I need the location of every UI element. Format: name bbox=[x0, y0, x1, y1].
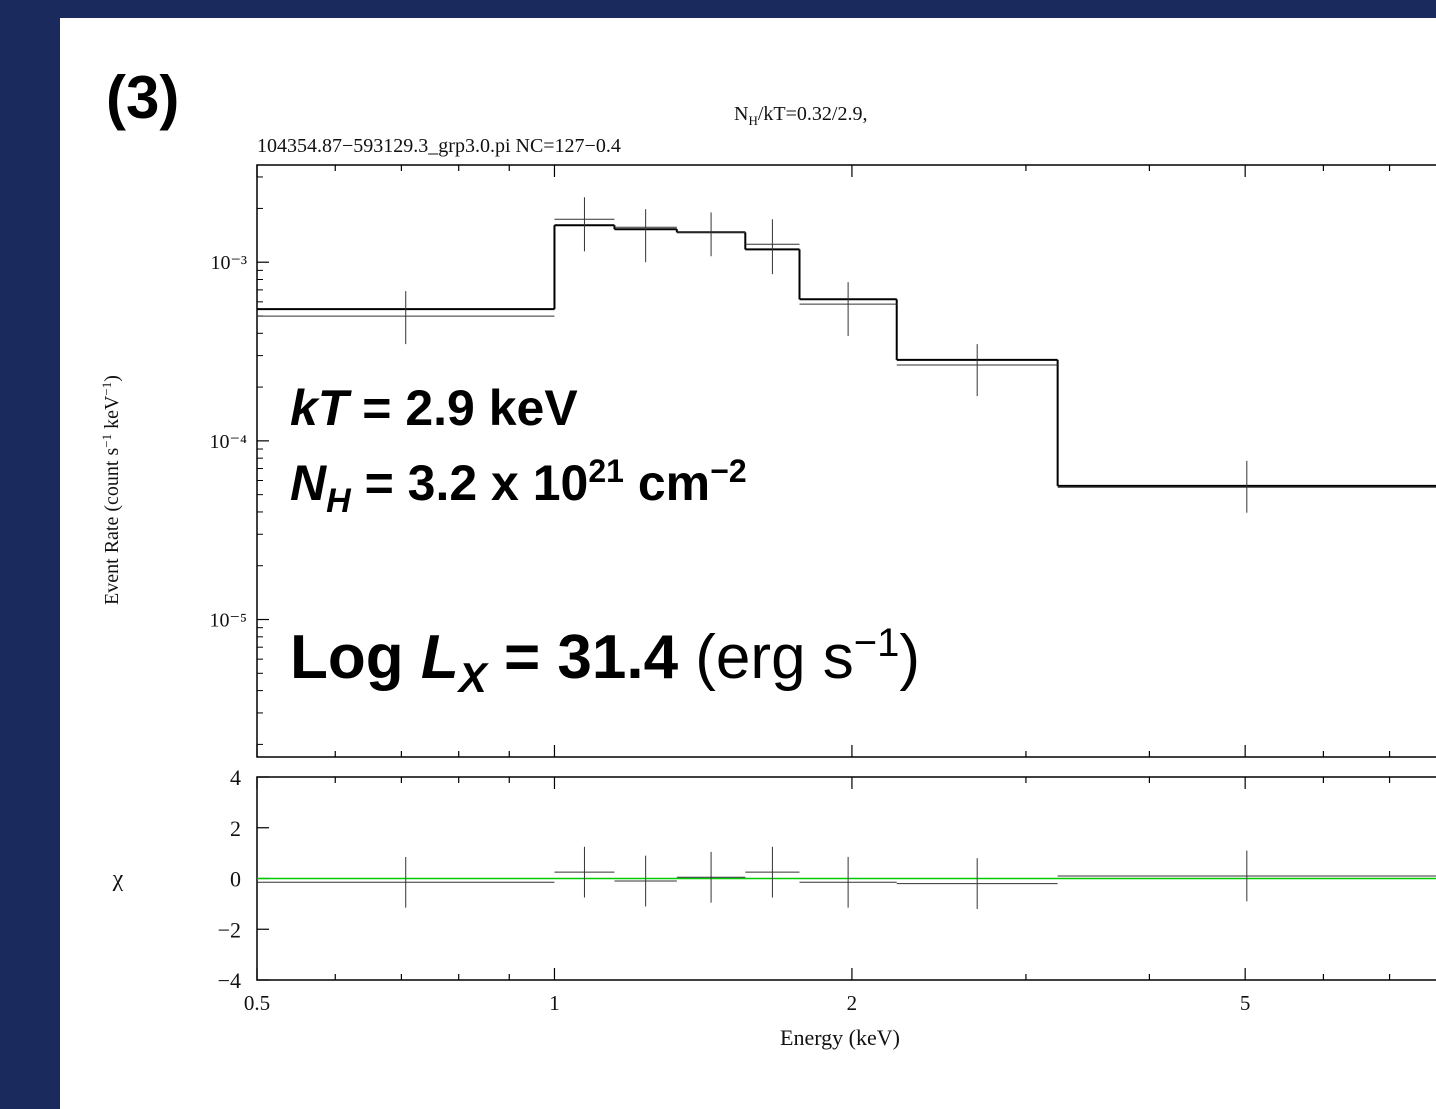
y-tick-label: 10⁻³ bbox=[210, 252, 247, 274]
residual-y-tick-label: 0 bbox=[230, 867, 241, 892]
y-axis-label: Event Rate (count s−1 keV−1) bbox=[99, 375, 123, 605]
y-tick-label: 10⁻⁵ bbox=[209, 610, 247, 632]
annotation-part: N bbox=[290, 455, 327, 511]
annotation-superscript: −2 bbox=[710, 453, 746, 489]
x-axis-label: Energy (keV) bbox=[780, 1025, 900, 1050]
annotation-part: L bbox=[421, 623, 459, 692]
residual-y-tick-label: 4 bbox=[230, 765, 241, 790]
y-label-superscript: −1 bbox=[99, 382, 114, 396]
panel bbox=[60, 18, 1436, 1109]
x-tick-label: 5 bbox=[1240, 991, 1251, 1015]
residual-y-tick-label: −2 bbox=[218, 917, 241, 942]
y-tick-label: 10⁻⁴ bbox=[209, 431, 247, 453]
x-tick-label: 2 bbox=[847, 991, 858, 1015]
annotation-superscript: 21 bbox=[588, 453, 624, 489]
annotation: kT = 2.9 keV bbox=[290, 380, 578, 436]
x-tick-label: 0.5 bbox=[244, 991, 270, 1015]
annotation-part: Log bbox=[290, 623, 421, 692]
title-subscript: H bbox=[748, 113, 757, 128]
residual-axis-label: χ bbox=[112, 866, 124, 892]
annotation-part: = 2.9 keV bbox=[348, 380, 578, 436]
title-part: /kT=0.32/2.9, bbox=[758, 103, 868, 125]
annotation-part: cm bbox=[624, 455, 710, 511]
chart-title: NH/kT=0.32/2.9, bbox=[734, 103, 867, 128]
panel-label: (3) bbox=[106, 64, 179, 131]
axis-frame bbox=[256, 164, 1436, 758]
annotation-part: = 31.4 bbox=[487, 623, 679, 692]
annotation-part: (erg s bbox=[678, 623, 854, 692]
annotation: Log LX = 31.4 (erg s−1) bbox=[290, 621, 920, 701]
x-tick-label: 1 bbox=[549, 991, 560, 1015]
title-part: N bbox=[734, 103, 748, 125]
annotation-part: ) bbox=[899, 623, 920, 692]
annotation-part: = 3.2 x 10 bbox=[351, 455, 589, 511]
residual-y-tick-label: 2 bbox=[230, 816, 241, 841]
annotation-superscript: −1 bbox=[854, 621, 900, 665]
residual-y-tick-label: −4 bbox=[218, 968, 241, 993]
annotation-subscript: H bbox=[326, 482, 352, 520]
y-label-part: keV bbox=[101, 395, 123, 434]
y-label-part: ) bbox=[101, 375, 123, 382]
chart-subtitle: 104354.87−593129.3_grp3.0.pi NC=127−0.4 bbox=[257, 135, 621, 157]
y-label-superscript: −1 bbox=[99, 434, 114, 448]
annotation-subscript: X bbox=[457, 654, 490, 701]
annotation: NH = 3.2 x 1021 cm−2 bbox=[290, 453, 747, 520]
annotation-part: kT bbox=[290, 380, 353, 436]
y-label-part: Event Rate (count s bbox=[101, 448, 123, 605]
